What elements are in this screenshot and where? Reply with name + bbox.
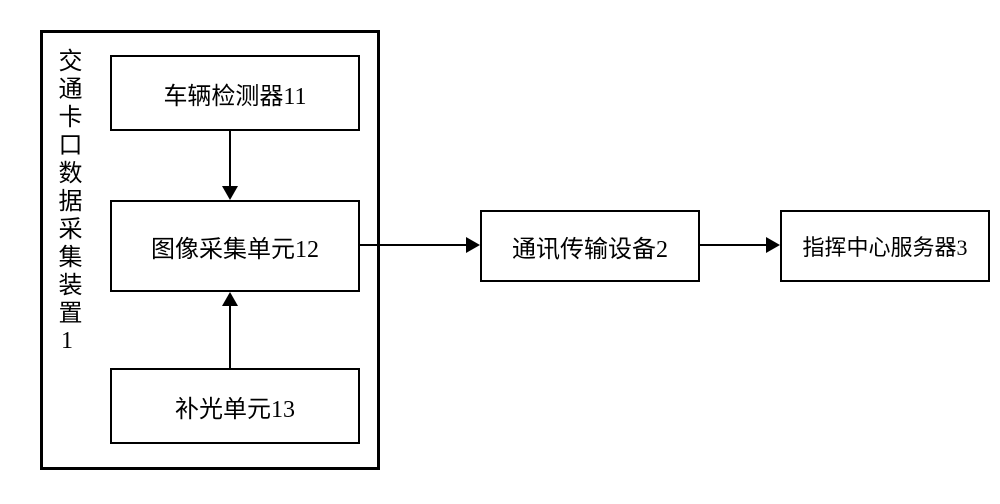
node-light_unit: 补光单元13 [110,368,360,444]
arrowhead-image_unit-comm [466,237,480,253]
node-label: 图像采集单元12 [151,229,319,264]
edge-comm-server [700,244,767,246]
node-label: 通讯传输设备2 [512,229,668,264]
container-label: 交通卡口数据采集装置1 [50,48,85,448]
edge-detector-image_unit [229,131,231,187]
node-image_unit: 图像采集单元12 [110,200,360,292]
arrowhead-comm-server [766,237,780,253]
arrowhead-light_unit-image_unit [222,292,238,306]
arrowhead-detector-image_unit [222,186,238,200]
node-label: 补光单元13 [175,389,295,424]
node-label: 指挥中心服务器3 [802,230,967,262]
edge-light_unit-image_unit [229,305,231,368]
node-server: 指挥中心服务器3 [780,210,990,282]
node-label: 车辆检测器11 [163,76,306,111]
node-detector: 车辆检测器11 [110,55,360,131]
edge-image_unit-comm [360,244,467,246]
node-comm: 通讯传输设备2 [480,210,700,282]
